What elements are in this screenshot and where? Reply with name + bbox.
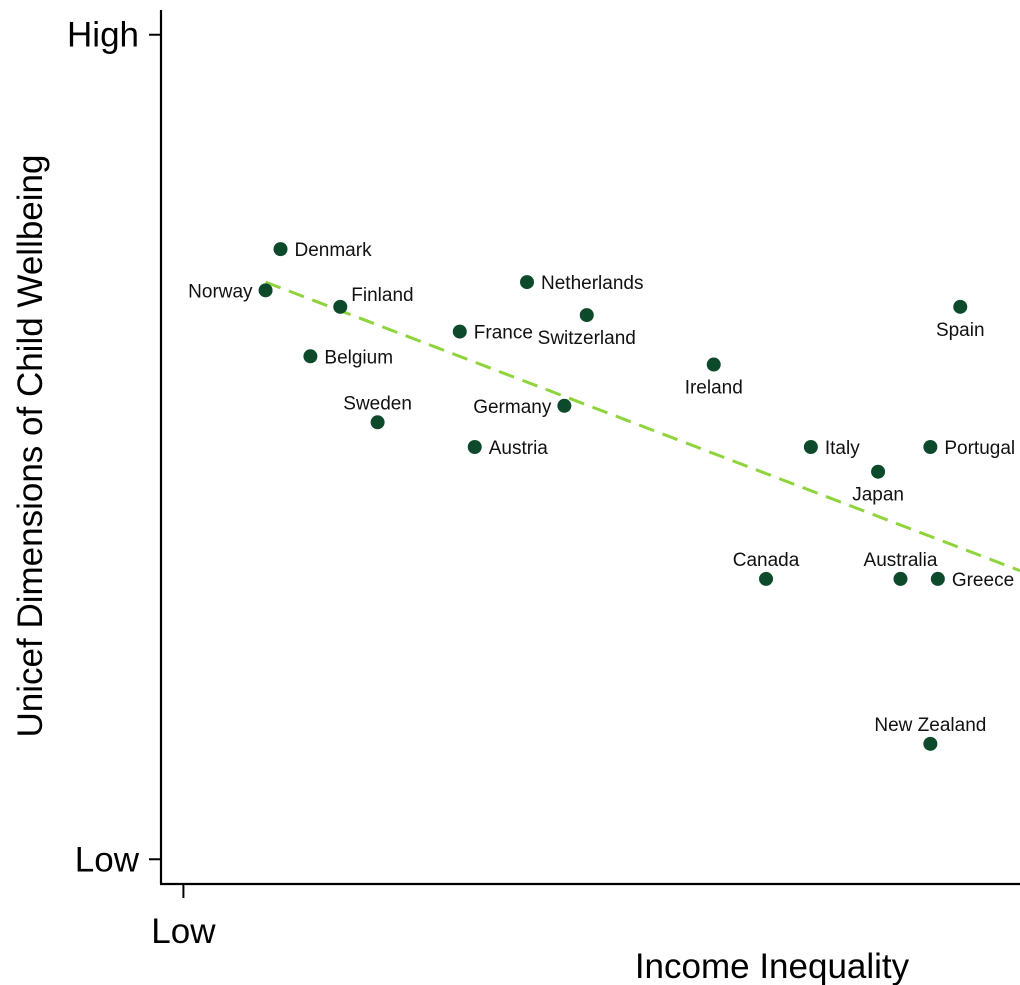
point-marker-belgium	[303, 349, 318, 364]
point-label-switzerland: Switzerland	[538, 328, 636, 349]
x-tick-label-low: Low	[151, 912, 216, 951]
point-belgium: Belgium	[303, 347, 393, 368]
point-label-greece: Greece	[952, 570, 1014, 591]
point-france: France	[452, 323, 533, 344]
point-italy: Italy	[803, 438, 860, 459]
point-marker-austria	[467, 440, 482, 454]
point-marker-france	[452, 324, 467, 339]
point-label-italy: Italy	[825, 438, 860, 459]
point-netherlands: Netherlands	[520, 273, 643, 294]
point-marker-canada	[759, 571, 774, 586]
point-marker-greece	[930, 571, 945, 586]
point-marker-denmark	[273, 242, 288, 257]
point-portugal: Portugal	[923, 438, 1015, 459]
point-label-germany: Germany	[473, 397, 552, 418]
point-label-spain: Spain	[936, 320, 985, 341]
point-label-netherlands: Netherlands	[541, 273, 643, 294]
point-japan: Japan	[852, 464, 904, 506]
point-greece: Greece	[930, 570, 1014, 591]
point-switzerland: Switzerland	[538, 308, 636, 349]
point-label-japan: Japan	[852, 485, 904, 506]
x-axis-title: Income Inequality	[635, 947, 910, 985]
point-marker-ireland	[706, 357, 721, 372]
point-marker-portugal	[923, 440, 938, 454]
point-label-portugal: Portugal	[944, 438, 1015, 459]
point-label-new-zealand: New Zealand	[874, 715, 986, 736]
point-marker-switzerland	[579, 308, 594, 323]
point-austria: Austria	[467, 438, 549, 459]
point-marker-netherlands	[520, 275, 535, 290]
point-label-denmark: Denmark	[295, 240, 373, 261]
point-denmark: Denmark	[273, 240, 373, 261]
point-canada: Canada	[733, 550, 800, 586]
point-sweden: Sweden	[343, 393, 412, 430]
point-label-ireland: Ireland	[685, 378, 743, 399]
point-marker-japan	[871, 464, 886, 479]
y-tick-label-high: High	[67, 16, 139, 55]
point-marker-new-zealand	[923, 736, 938, 751]
y-axis-title: Unicef Dimensions of Child Wellbeing	[11, 155, 50, 738]
point-label-france: France	[474, 323, 533, 344]
point-label-sweden: Sweden	[343, 393, 412, 414]
point-marker-italy	[803, 440, 818, 454]
point-ireland: Ireland	[685, 357, 743, 399]
point-norway: Norway	[188, 281, 273, 302]
point-marker-finland	[333, 299, 348, 314]
point-label-australia: Australia	[864, 550, 938, 571]
x-ticks: Low	[151, 884, 216, 951]
point-australia: Australia	[864, 550, 938, 586]
y-ticks: Low High	[67, 16, 161, 879]
point-marker-sweden	[370, 415, 385, 430]
y-tick-label-low: Low	[75, 840, 140, 879]
point-marker-germany	[557, 398, 572, 413]
trend-line	[265, 280, 1020, 573]
data-points: Denmark Norway Finland Belgium Sweden France A…	[188, 240, 1015, 751]
point-finland: Finland	[333, 285, 414, 314]
axes	[159, 10, 1020, 886]
point-spain: Spain	[936, 299, 985, 341]
point-new-zealand: New Zealand	[874, 715, 986, 751]
point-label-austria: Austria	[489, 438, 549, 459]
point-marker-norway	[258, 283, 273, 298]
point-label-finland: Finland	[351, 285, 413, 306]
point-label-norway: Norway	[188, 281, 253, 302]
point-label-canada: Canada	[733, 550, 800, 571]
point-marker-australia	[893, 571, 908, 586]
point-label-belgium: Belgium	[324, 347, 393, 368]
point-marker-spain	[953, 299, 968, 314]
point-germany: Germany	[473, 397, 572, 418]
